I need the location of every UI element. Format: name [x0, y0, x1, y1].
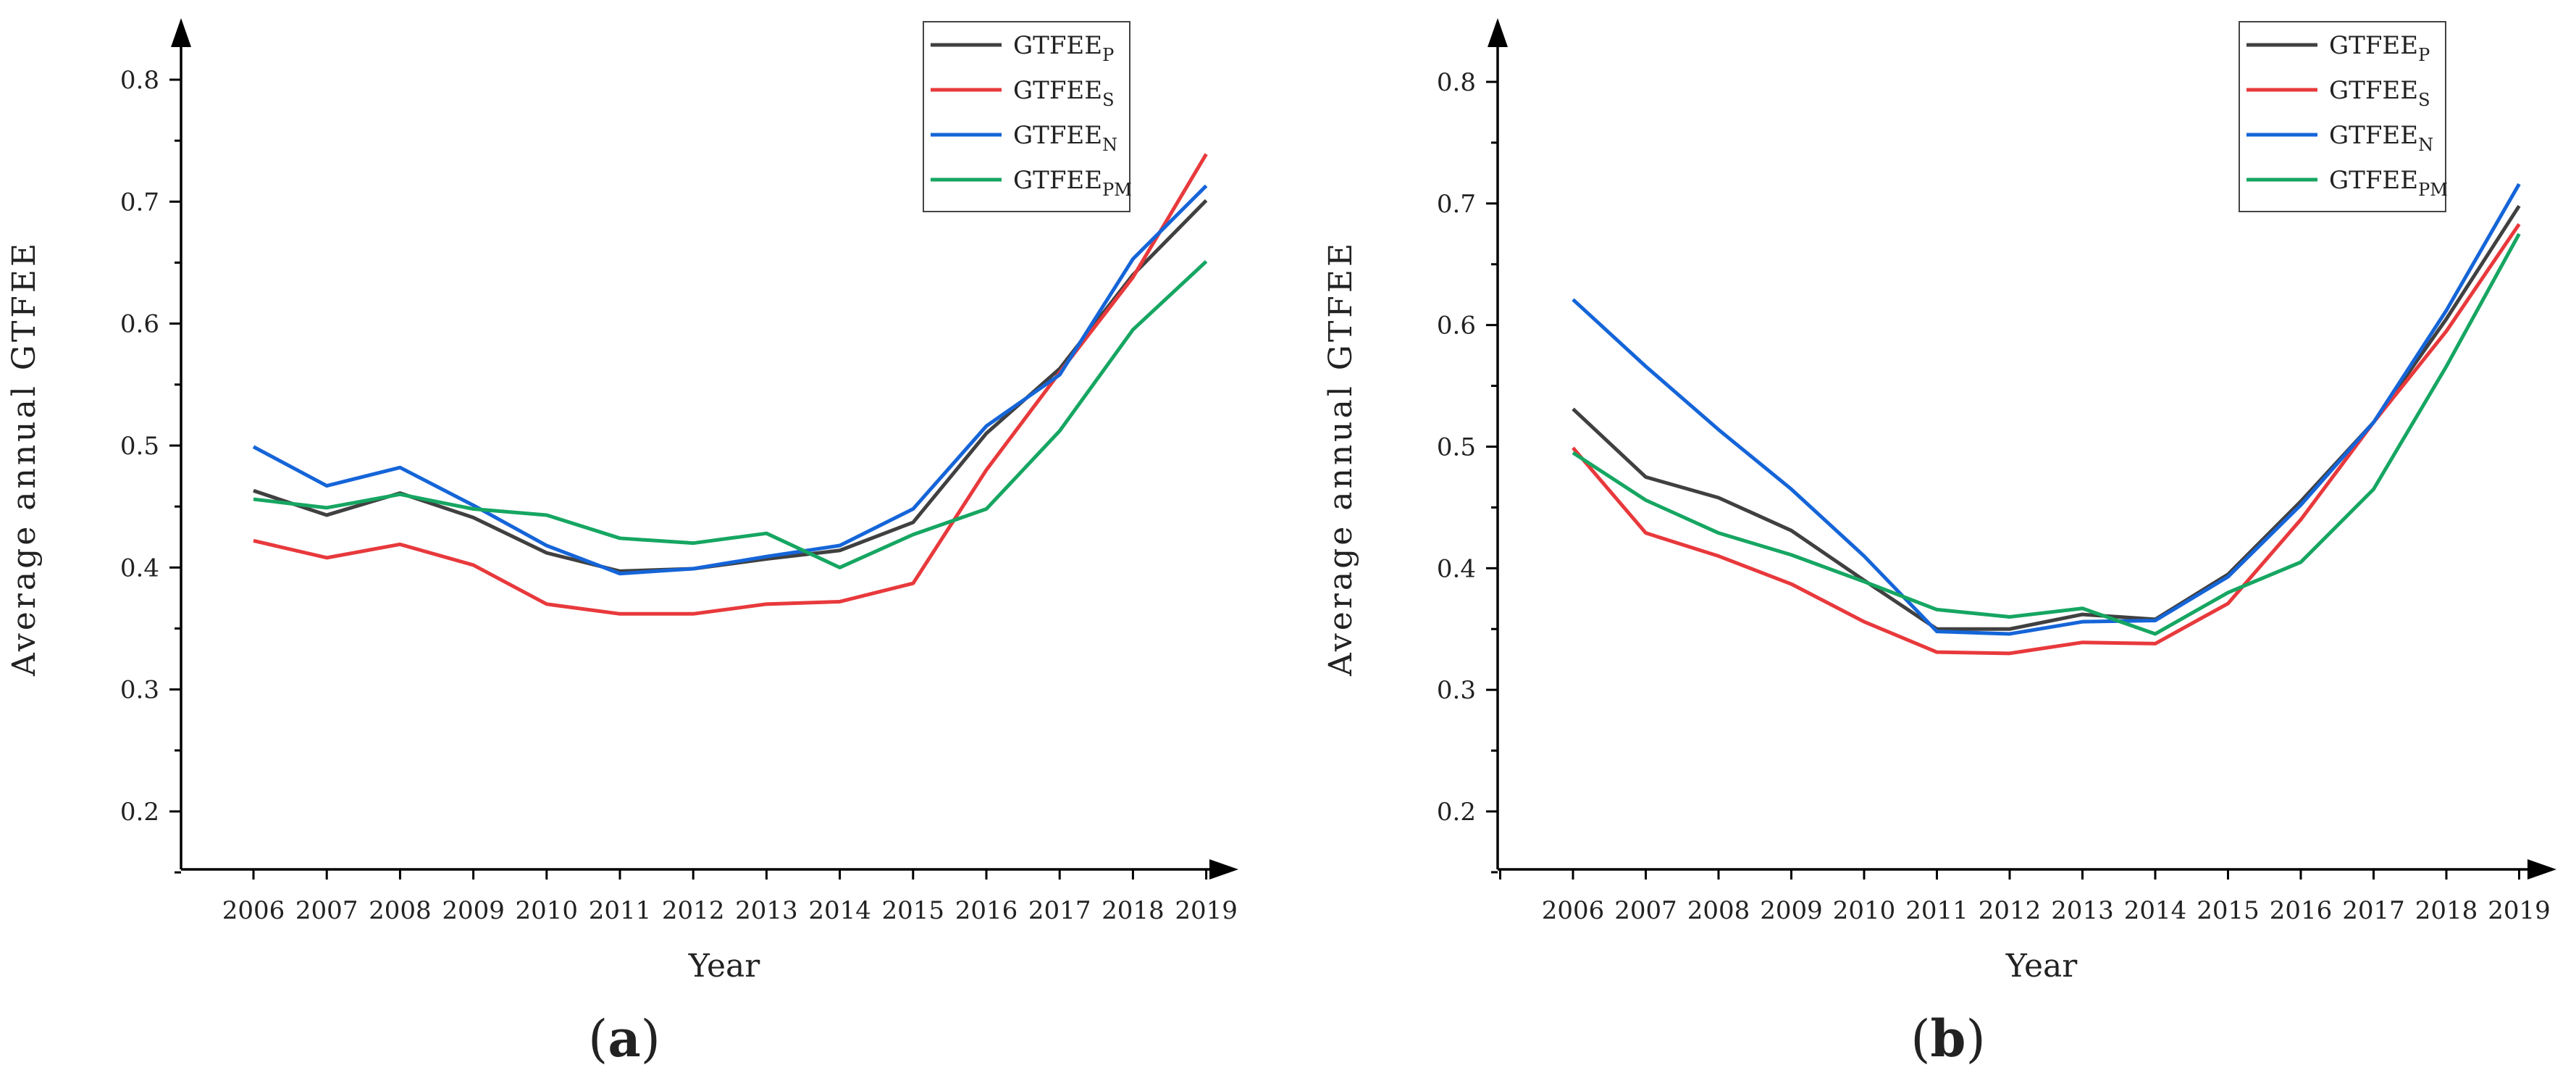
x-axis-title: Year [688, 948, 760, 985]
legend-label-gtfee-p: GTFEEP [2329, 31, 2430, 65]
x-tick-label: 2017 [2342, 896, 2405, 925]
y-axis-arrow [171, 18, 191, 47]
x-tick-label: 2009 [442, 896, 505, 925]
x-tick-label: 2010 [1833, 896, 1896, 925]
x-tick-label: 2009 [1760, 896, 1823, 925]
y-tick-label: 0.5 [120, 432, 159, 461]
chart-panel-a: 0.2 0.3 0.4 0.5 0.6 0.7 0.8 2006 2007 2008 2009 201… [6, 18, 1238, 1069]
y-tick-label: 0.6 [120, 310, 159, 339]
y-tick-label: 0.2 [1437, 798, 1476, 827]
panel-label: (a) [588, 1008, 660, 1069]
x-tick-label: 2011 [1905, 896, 1968, 925]
legend: GTFEEP GTFEES GTFEEN GTFEEPM [2239, 21, 2448, 212]
y-tick-label: 0.4 [120, 554, 159, 582]
panel-label: (b) [1910, 1008, 1986, 1069]
chart-panel-b: 0.2 0.3 0.4 0.5 0.6 0.7 0.8 2006 2007 2008 2009 201… [1322, 18, 2556, 1069]
series-line-gtfee-s [1572, 222, 2521, 656]
x-tick-label: 2018 [1102, 896, 1165, 925]
x-tick-label: 2008 [1687, 896, 1750, 925]
x-tick-label: 2007 [1614, 896, 1677, 925]
y-tick-label: 0.7 [120, 188, 159, 217]
x-tick-label: 2015 [2197, 896, 2260, 925]
series-line-gtfee-pm [1572, 233, 2521, 636]
x-tick-label: 2017 [1028, 896, 1091, 925]
y-axis-title: Average annual GTFEE [6, 241, 43, 677]
series-line-gtfee-n [252, 184, 1208, 576]
x-axis-arrow [2527, 859, 2556, 880]
x-tick-label: 2012 [1979, 896, 2042, 925]
x-tick-label: 2012 [662, 896, 725, 925]
x-tick-label: 2018 [2415, 896, 2478, 925]
x-axis-arrow [1209, 859, 1238, 880]
series-line-gtfee-pm [253, 259, 1208, 569]
x-tick-label: 2008 [369, 896, 432, 925]
legend-label-gtfee-p: GTFEEP [1013, 31, 1114, 65]
x-tick-label: 2019 [1175, 896, 1238, 925]
x-tick-label: 2016 [2270, 896, 2333, 925]
x-tick-label: 2016 [955, 896, 1018, 925]
x-tick-label: 2006 [1542, 896, 1605, 925]
legend-label-gtfee-n: GTFEEN [2329, 121, 2433, 155]
x-tick-label: 2015 [882, 896, 945, 925]
y-tick-label: 0.5 [1437, 433, 1476, 462]
y-tick-label: 0.3 [1437, 676, 1476, 705]
y-tick-label: 0.7 [1437, 190, 1476, 219]
legend-label-gtfee-n: GTFEEN [1013, 121, 1117, 155]
legend-label-gtfee-pm: GTFEEPM [1013, 166, 1132, 200]
x-tick-label: 2011 [589, 896, 652, 925]
y-tick-label: 0.4 [1437, 554, 1476, 583]
series-line-gtfee-s [253, 153, 1208, 616]
x-tick-label: 2019 [2488, 896, 2551, 925]
y-tick-label: 0.3 [120, 676, 159, 705]
x-tick-label: 2014 [808, 896, 871, 925]
y-axis-arrow [1488, 18, 1508, 47]
series-line-gtfee-n [1572, 183, 2521, 636]
legend: GTFEEP GTFEES GTFEEN GTFEEPM [923, 21, 1132, 212]
legend-label-gtfee-pm: GTFEEPM [2329, 166, 2448, 200]
x-axis-title: Year [2005, 948, 2078, 985]
series-line-gtfee-p [253, 199, 1208, 573]
y-tick-label: 0.8 [1437, 68, 1476, 97]
y-tick-label: 0.6 [1437, 312, 1476, 341]
x-tick-label: 2010 [516, 896, 579, 925]
x-tick-label: 2013 [735, 896, 798, 925]
legend-label-gtfee-s: GTFEES [1013, 76, 1115, 110]
legend-label-gtfee-s: GTFEES [2329, 76, 2430, 110]
x-tick-label: 2006 [222, 896, 285, 925]
x-tick-label: 2007 [295, 896, 358, 925]
y-tick-label: 0.2 [120, 798, 159, 827]
y-tick-label: 0.8 [120, 66, 159, 95]
x-tick-label: 2013 [2051, 896, 2114, 925]
y-axis-title: Average annual GTFEE [1322, 241, 1359, 677]
x-tick-label: 2014 [2124, 896, 2187, 925]
